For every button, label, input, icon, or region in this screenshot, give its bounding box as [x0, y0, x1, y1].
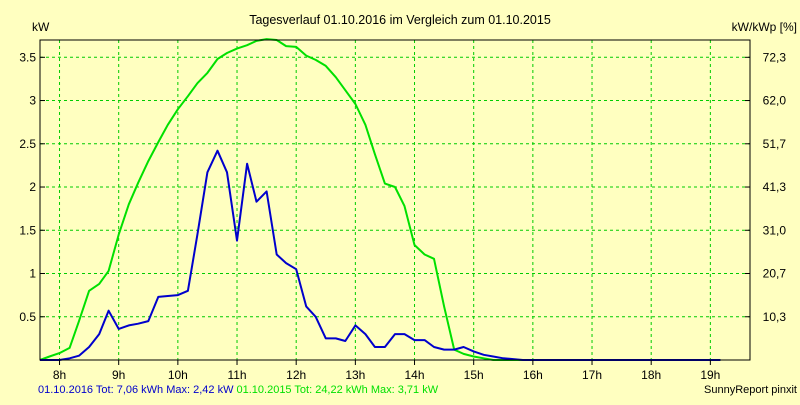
- x-tick-label: 9h: [112, 368, 125, 382]
- chart-title: Tagesverlauf 01.10.2016 im Vergleich zum…: [249, 13, 551, 27]
- x-tick-label: 10h: [168, 368, 188, 382]
- x-tick-label: 18h: [641, 368, 661, 382]
- series-line-01.10.2016: [40, 149, 721, 361]
- x-tick-label: 19h: [700, 368, 720, 382]
- y-tick-label-left: 2.5: [19, 137, 36, 151]
- footer-credit: SunnyReport pinxit: [704, 384, 797, 396]
- legend-entry-2015: 01.10.2015 Tot: 24,22 kWh Max: 3,71 kW: [237, 384, 439, 396]
- y-axis-ticks-left: 0.5 1 1.5 2 2.5 3 3.5: [19, 50, 45, 324]
- y-tick-label-right: 31,0: [763, 223, 787, 237]
- y-tick-label-right: 62,0: [763, 94, 787, 108]
- y-tick-label-right: 72,3: [763, 50, 787, 64]
- x-tick-label: 12h: [286, 368, 306, 382]
- x-axis-ticks: 8h 9h 10h 11h 12h 13h 14h 15h 16h 17h 18h 19h: [53, 360, 720, 382]
- x-tick-label: 8h: [53, 368, 66, 382]
- x-tick-label: 17h: [582, 368, 602, 382]
- y-axis-label-right: kW/kWp [%]: [732, 20, 797, 34]
- y-tick-label-left: 0.5: [19, 310, 36, 324]
- plot-frame: [39, 39, 751, 361]
- x-tick-label: 13h: [345, 368, 365, 382]
- series-line-01.10.2015: [39, 38, 721, 361]
- y-tick-label-right: 20,7: [763, 267, 787, 281]
- y-tick-label-right: 41,3: [763, 180, 787, 194]
- y-axis-label-left: kW: [32, 20, 50, 34]
- y-tick-label-left: 1.5: [19, 223, 36, 237]
- legend-entry-2016: 01.10.2016 Tot: 7,06 kWh Max: 2,42 kW: [38, 384, 234, 396]
- x-tick-label: 15h: [464, 368, 484, 382]
- y-tick-label-left: 3: [29, 94, 36, 108]
- y-tick-label-left: 2: [29, 180, 36, 194]
- y-axis-ticks-right: 10,3 20,7 31,0 41,3 51,7 62,0 72,3: [745, 50, 787, 324]
- y-tick-label-left: 1: [29, 267, 36, 281]
- series-lines: [39, 38, 721, 361]
- x-tick-label: 11h: [227, 368, 246, 382]
- y-tick-label-right: 10,3: [763, 310, 787, 324]
- y-tick-label-left: 3.5: [19, 50, 36, 64]
- y-tick-label-right: 51,7: [763, 137, 787, 151]
- x-tick-label: 14h: [405, 368, 425, 382]
- x-tick-label: 16h: [523, 368, 543, 382]
- grid: [40, 40, 750, 360]
